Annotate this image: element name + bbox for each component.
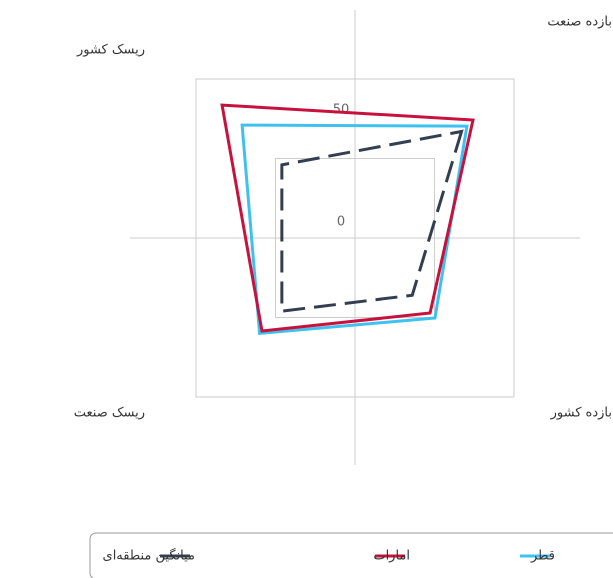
grid-square (195, 78, 515, 398)
axis-label: بازده کشور (550, 406, 612, 421)
r-tick-label: 0 (337, 214, 345, 229)
legend-box (89, 532, 613, 578)
r-tick-label: 50 (333, 102, 350, 117)
legend-label: امارات (373, 549, 410, 564)
series-line (280, 129, 464, 313)
axis-label: بازده صنعت (547, 15, 612, 30)
series-line (240, 123, 469, 336)
legend-label: میانگین منطقه‌ای (103, 548, 195, 564)
axis-label: ریسک کشور (76, 43, 145, 58)
legend-label: قطر (530, 549, 555, 564)
series-line (220, 103, 475, 333)
grid-square (275, 158, 435, 318)
axis-label: ریسک صنعت (74, 406, 145, 421)
